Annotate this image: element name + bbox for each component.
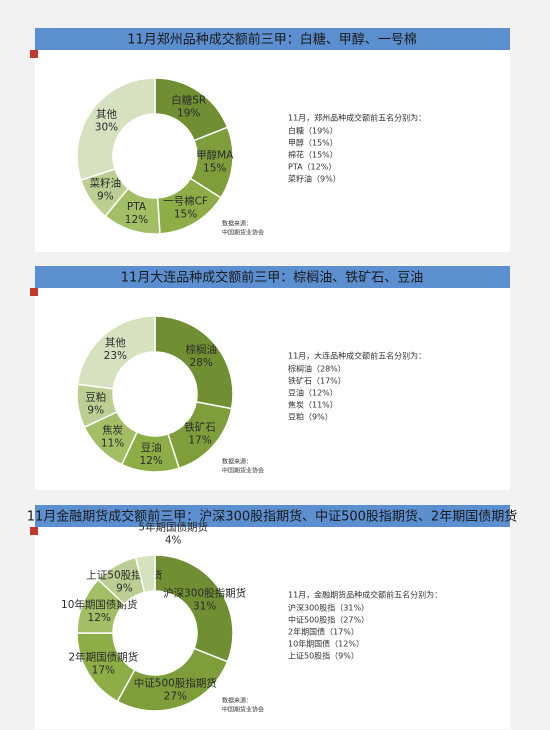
slice-label: 2年期国债期货 [69, 651, 139, 664]
note-item: 棉花（15%） [288, 150, 338, 160]
value-label: 17% [188, 435, 211, 447]
note-title: 11月，金融期货品种成交额前五名分别为： [288, 590, 442, 600]
title-bar [35, 505, 510, 527]
slice [76, 77, 156, 182]
slice-label: 铁矿石 [184, 421, 216, 434]
note-item: 豆油（12%） [288, 388, 338, 398]
slice-label: 白糖SR [171, 93, 206, 106]
chart-title: 11月金融期货成交额前三甲：沪深300股指期货、中证500股指期货、2年期国债期… [27, 509, 517, 525]
slice-label: PTA [127, 201, 147, 213]
note-item: 中证500股指（27%） [288, 615, 369, 625]
slice [154, 315, 234, 410]
value-label: 9% [97, 191, 114, 203]
note-item: 沪深300股指（31%） [288, 603, 369, 613]
value-label: 9% [87, 404, 104, 416]
note-item: 棕榈油（28%） [288, 364, 346, 374]
value-label: 12% [125, 214, 148, 226]
note-item: 上证50股指（9%） [288, 651, 359, 661]
chart-title: 11月大连品种成交额前三甲：棕榈油、铁矿石、豆油 [121, 270, 424, 286]
note-item: 焦炭（11%） [288, 400, 338, 410]
title-bar [35, 266, 510, 288]
note-item: 10年期国债（12%） [288, 639, 364, 649]
value-label: 11% [101, 437, 124, 449]
slice-label: 豆油 [141, 441, 162, 454]
value-label: 12% [140, 455, 163, 467]
icon [30, 288, 38, 296]
note-item: 菜籽油（9%） [288, 174, 341, 184]
slice-label: 10年期国债期货 [61, 598, 137, 611]
value-label: 17% [92, 665, 115, 677]
value-label: 28% [190, 357, 213, 369]
slice [134, 554, 156, 594]
note-item: 甲醇（15%） [288, 138, 338, 148]
note-title: 11月，大连品种成交额前五名分别为： [288, 351, 426, 361]
note-item: 2年期国债（17%） [288, 627, 359, 637]
slice-label: 甲醇MA [196, 149, 234, 162]
note-item: 铁矿石（17%） [288, 376, 346, 386]
value-label: 15% [174, 209, 197, 221]
slice-label: 棕榈油 [185, 343, 217, 356]
source: 数据来源： [222, 220, 252, 228]
note-item: 豆粕（9%） [288, 412, 333, 422]
slice-label: 5年期国债期货 [138, 521, 208, 534]
note-title: 11月，郑州品种成交额前五名分别为： [288, 113, 426, 123]
slice-label: 其他 [96, 108, 117, 121]
value-label: 9% [116, 582, 133, 594]
value-label: 19% [177, 107, 200, 119]
source: 中国期货业协会 [222, 229, 264, 237]
slice-label: 焦炭 [102, 423, 123, 436]
slice-label: 沪深300股指期货 [163, 586, 246, 599]
note-item: 白糖（19%） [288, 126, 338, 136]
icon [30, 527, 38, 535]
value-label: 12% [88, 612, 111, 624]
slice-label: 中证500股指期货 [134, 676, 217, 689]
title-bar [35, 28, 510, 50]
value-label: 30% [95, 122, 118, 134]
source: 中国期货业协会 [222, 467, 264, 475]
slice [154, 554, 234, 663]
value-label: 23% [104, 350, 127, 362]
source: 中国期货业协会 [222, 706, 264, 714]
icon [30, 50, 38, 58]
slice-label: 菜籽油 [90, 177, 122, 190]
value-label: 4% [165, 535, 182, 547]
source: 数据来源： [222, 697, 252, 705]
value-label: 27% [164, 690, 187, 702]
value-label: 15% [203, 163, 226, 175]
value-label: 31% [193, 600, 216, 612]
slice [76, 315, 156, 390]
slice-label: 其他 [105, 336, 126, 349]
note-item: PTA（12%） [288, 163, 336, 172]
slice-label: 豆粕 [85, 390, 106, 403]
chart-title: 11月郑州品种成交额前三甲：白糖、甲醇、一号棉 [127, 32, 417, 48]
slice-label: 一号棉CF [163, 195, 208, 208]
source: 数据来源： [222, 458, 252, 466]
